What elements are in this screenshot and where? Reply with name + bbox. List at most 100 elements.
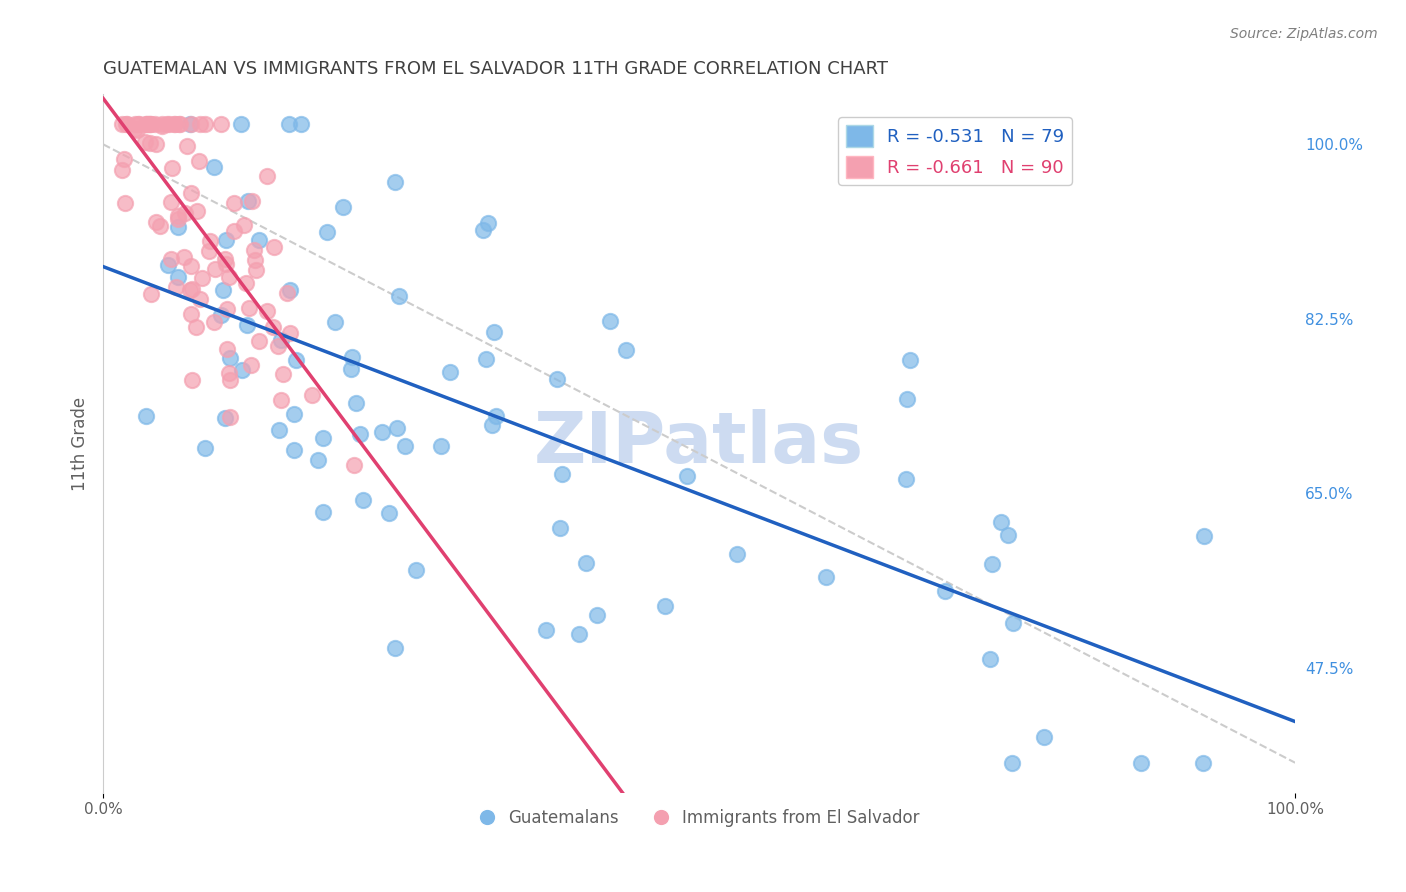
Point [124, 122, 146, 136]
Point [349, 426, 371, 441]
Point [439, 365, 461, 379]
Point [280, 326, 302, 340]
Point [267, 423, 290, 437]
Point [278, 283, 301, 297]
Point [271, 368, 294, 382]
Point [242, 194, 264, 208]
Point [222, 224, 245, 238]
Point [235, 276, 257, 290]
Point [284, 353, 307, 368]
Point [188, 292, 211, 306]
Point [143, 117, 166, 131]
Point [1033, 730, 1056, 744]
Point [980, 557, 1002, 571]
Point [150, 117, 173, 131]
Point [256, 304, 278, 318]
Point [385, 421, 408, 435]
Point [340, 350, 363, 364]
Point [997, 528, 1019, 542]
Point [323, 315, 346, 329]
Point [256, 169, 278, 183]
Point [725, 547, 748, 561]
Point [157, 117, 180, 131]
Point [343, 458, 366, 473]
Point [149, 219, 172, 234]
Point [481, 417, 503, 432]
Point [301, 387, 323, 401]
Point [186, 203, 208, 218]
Point [124, 117, 146, 131]
Point [979, 652, 1001, 666]
Point [125, 123, 148, 137]
Point [614, 343, 637, 358]
Point [270, 393, 292, 408]
Point [236, 318, 259, 333]
Legend: Guatemalans, Immigrants from El Salvador: Guatemalans, Immigrants from El Salvador [472, 802, 927, 833]
Point [204, 262, 226, 277]
Point [209, 117, 232, 131]
Point [1192, 756, 1215, 770]
Point [135, 117, 157, 131]
Point [173, 250, 195, 264]
Point [266, 339, 288, 353]
Point [194, 441, 217, 455]
Point [568, 627, 591, 641]
Point [896, 392, 918, 406]
Point [212, 284, 235, 298]
Point [114, 117, 136, 131]
Point [191, 270, 214, 285]
Point [312, 430, 335, 444]
Point [181, 373, 204, 387]
Point [214, 252, 236, 267]
Point [536, 623, 558, 637]
Point [181, 282, 204, 296]
Point [163, 117, 186, 131]
Point [202, 315, 225, 329]
Point [138, 117, 160, 131]
Point [169, 117, 191, 131]
Point [405, 563, 427, 577]
Point [167, 212, 190, 227]
Point [290, 117, 312, 131]
Point [898, 352, 921, 367]
Point [263, 240, 285, 254]
Point [1192, 529, 1215, 543]
Point [136, 117, 159, 131]
Point [575, 556, 598, 570]
Point [179, 117, 201, 131]
Point [112, 152, 135, 166]
Point [484, 325, 506, 339]
Point [312, 505, 335, 519]
Point [384, 175, 406, 189]
Point [127, 117, 149, 131]
Point [394, 439, 416, 453]
Point [344, 396, 367, 410]
Point [110, 117, 132, 131]
Point [377, 506, 399, 520]
Point [477, 216, 499, 230]
Point [283, 442, 305, 457]
Point [215, 302, 238, 317]
Point [145, 136, 167, 151]
Point [167, 270, 190, 285]
Point [548, 521, 571, 535]
Point [179, 283, 201, 297]
Point [202, 161, 225, 175]
Point [240, 358, 263, 372]
Point [218, 366, 240, 380]
Point [219, 351, 242, 365]
Point [219, 373, 242, 387]
Point [474, 352, 496, 367]
Point [156, 258, 179, 272]
Point [371, 425, 394, 439]
Point [550, 467, 572, 481]
Point [217, 342, 239, 356]
Point [316, 225, 339, 239]
Point [188, 117, 211, 131]
Point [307, 452, 329, 467]
Point [135, 117, 157, 131]
Point [134, 135, 156, 149]
Point [231, 363, 253, 377]
Point [180, 307, 202, 321]
Point [224, 196, 246, 211]
